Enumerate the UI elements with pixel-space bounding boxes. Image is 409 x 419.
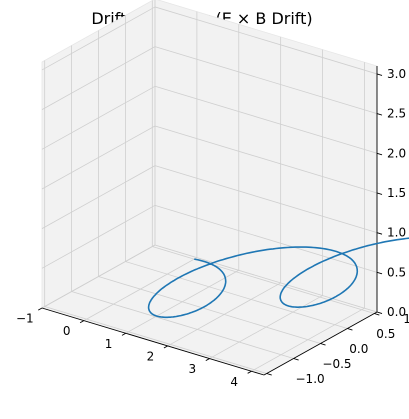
grid-line-y-floor [71, 291, 294, 359]
z-tick-label: 2.0 [387, 146, 406, 160]
grid-line-y-floor [44, 306, 267, 374]
grid-line-z-left [41, 244, 156, 309]
y-tick-mark [347, 328, 353, 331]
x-axis-line [41, 307, 265, 376]
x-tick-label: 0 [63, 324, 71, 338]
y-tick-mark [266, 373, 272, 376]
grid-line-z-left [41, 46, 156, 110]
x-tick-mark [38, 307, 43, 311]
grid-line-z-back [154, 85, 378, 154]
axis-panes [40, 0, 379, 376]
y-tick-mark [320, 343, 326, 346]
grid-line-z-back [154, 46, 378, 114]
grid-line-y-floor [152, 246, 375, 314]
z-tick-mark [376, 232, 383, 235]
z-tick-mark [376, 73, 383, 76]
z-tick-label: 2.5 [387, 107, 406, 121]
grid-line-z-left [41, 85, 156, 150]
z-tick-mark [376, 271, 383, 275]
grid-line-z-left [41, 6, 156, 71]
z-tick-mark [376, 192, 383, 195]
y-tick-label: −0.5 [322, 357, 351, 371]
x-tick-mark [79, 320, 85, 324]
z-tick-label: 0.5 [387, 265, 406, 279]
y-tick-mark [374, 313, 380, 316]
z-tick-label: 0.0 [387, 305, 406, 319]
grid-line-z-left [41, 204, 156, 269]
grid-line-z-back [154, 244, 378, 313]
x-tick-label: −1 [16, 312, 34, 326]
grid-lines [41, 0, 378, 374]
z-tick-mark [376, 152, 383, 156]
tick-labels: −101234−1.0−0.50.00.51.00.00.51.01.52.02… [16, 67, 409, 389]
x-tick-label: 2 [147, 350, 155, 364]
z-tick-label: 3.0 [387, 67, 406, 81]
x-tick-mark [163, 345, 168, 349]
grid-line-z-back [154, 204, 378, 273]
y-tick-label: 0.5 [376, 327, 395, 341]
z-tick-mark [376, 311, 383, 314]
grid-line-y-floor [125, 261, 348, 329]
z-tick-label: 1.5 [387, 186, 406, 200]
grid-line-z-left [41, 165, 156, 229]
y-tick-label: 1.0 [403, 312, 409, 326]
trajectory-line [147, 237, 409, 319]
z-tick-mark [376, 113, 383, 116]
x-tick-label: 1 [105, 337, 113, 351]
grid-line-z-left [41, 125, 156, 190]
plot-area [147, 237, 409, 319]
z-tick-label: 1.0 [387, 226, 406, 240]
y-tick-label: −1.0 [296, 372, 325, 386]
x-tick-mark [121, 332, 126, 336]
grid-line-z-back [154, 6, 378, 75]
x-tick-mark [247, 370, 252, 374]
x-tick-label: 4 [230, 375, 238, 389]
grid-line-y-floor [98, 276, 321, 344]
y-tick-label: 0.0 [349, 342, 368, 356]
axis-lines [38, 66, 383, 376]
x-tick-mark [205, 358, 210, 362]
grid-line-z-back [154, 165, 378, 234]
y-tick-mark [293, 358, 299, 361]
x-tick-label: 3 [188, 362, 196, 376]
grid-line-z-back [154, 125, 378, 194]
